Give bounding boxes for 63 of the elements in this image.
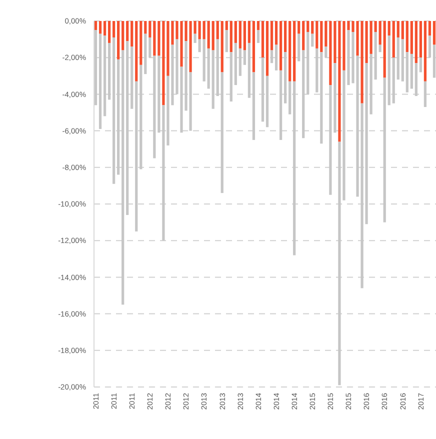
bar	[388, 21, 390, 36]
bar	[410, 21, 413, 54]
bar	[329, 21, 332, 86]
bar	[148, 21, 152, 38]
bar	[94, 21, 98, 30]
bar	[392, 21, 395, 58]
bar	[202, 21, 206, 40]
bar	[256, 30, 260, 43]
bar	[220, 21, 224, 72]
bar	[266, 21, 269, 76]
bar	[238, 21, 242, 48]
bar	[230, 21, 232, 52]
bar	[144, 21, 147, 34]
bar	[198, 21, 201, 40]
bar	[378, 21, 382, 45]
bar	[103, 21, 106, 36]
bar	[122, 21, 124, 50]
bar	[378, 44, 382, 52]
bar	[419, 21, 422, 58]
bar	[252, 21, 256, 72]
bar	[311, 21, 314, 34]
bar	[117, 21, 120, 60]
bar	[396, 21, 400, 38]
bar	[225, 30, 228, 52]
bar	[401, 21, 404, 40]
bar	[126, 21, 129, 42]
bar	[248, 21, 251, 43]
bar	[135, 21, 138, 82]
bar	[428, 21, 432, 36]
bar	[153, 21, 156, 56]
bar	[234, 21, 237, 43]
bar	[108, 21, 111, 43]
bar	[424, 21, 427, 82]
bar	[279, 21, 282, 70]
bar	[406, 21, 408, 52]
bar	[261, 21, 264, 58]
bar	[374, 21, 377, 32]
bar	[98, 21, 102, 34]
bar	[293, 21, 296, 82]
bar	[130, 21, 134, 47]
bar	[324, 21, 328, 47]
bar	[274, 21, 278, 45]
bar	[414, 21, 418, 64]
bar	[288, 21, 292, 82]
bar	[212, 21, 214, 50]
bar	[306, 21, 310, 32]
bar	[194, 34, 196, 43]
bar	[432, 21, 436, 45]
bar	[298, 21, 300, 34]
bar	[270, 21, 274, 50]
bar	[112, 21, 116, 38]
bar	[302, 21, 305, 50]
bar	[207, 21, 210, 48]
bar	[311, 34, 314, 47]
bar	[216, 21, 219, 40]
bar	[256, 21, 260, 30]
bar	[316, 21, 318, 48]
bar	[284, 21, 287, 52]
bar	[243, 21, 246, 50]
bar	[320, 21, 323, 52]
bar	[225, 21, 228, 30]
bar	[140, 21, 142, 65]
bar	[383, 21, 386, 78]
